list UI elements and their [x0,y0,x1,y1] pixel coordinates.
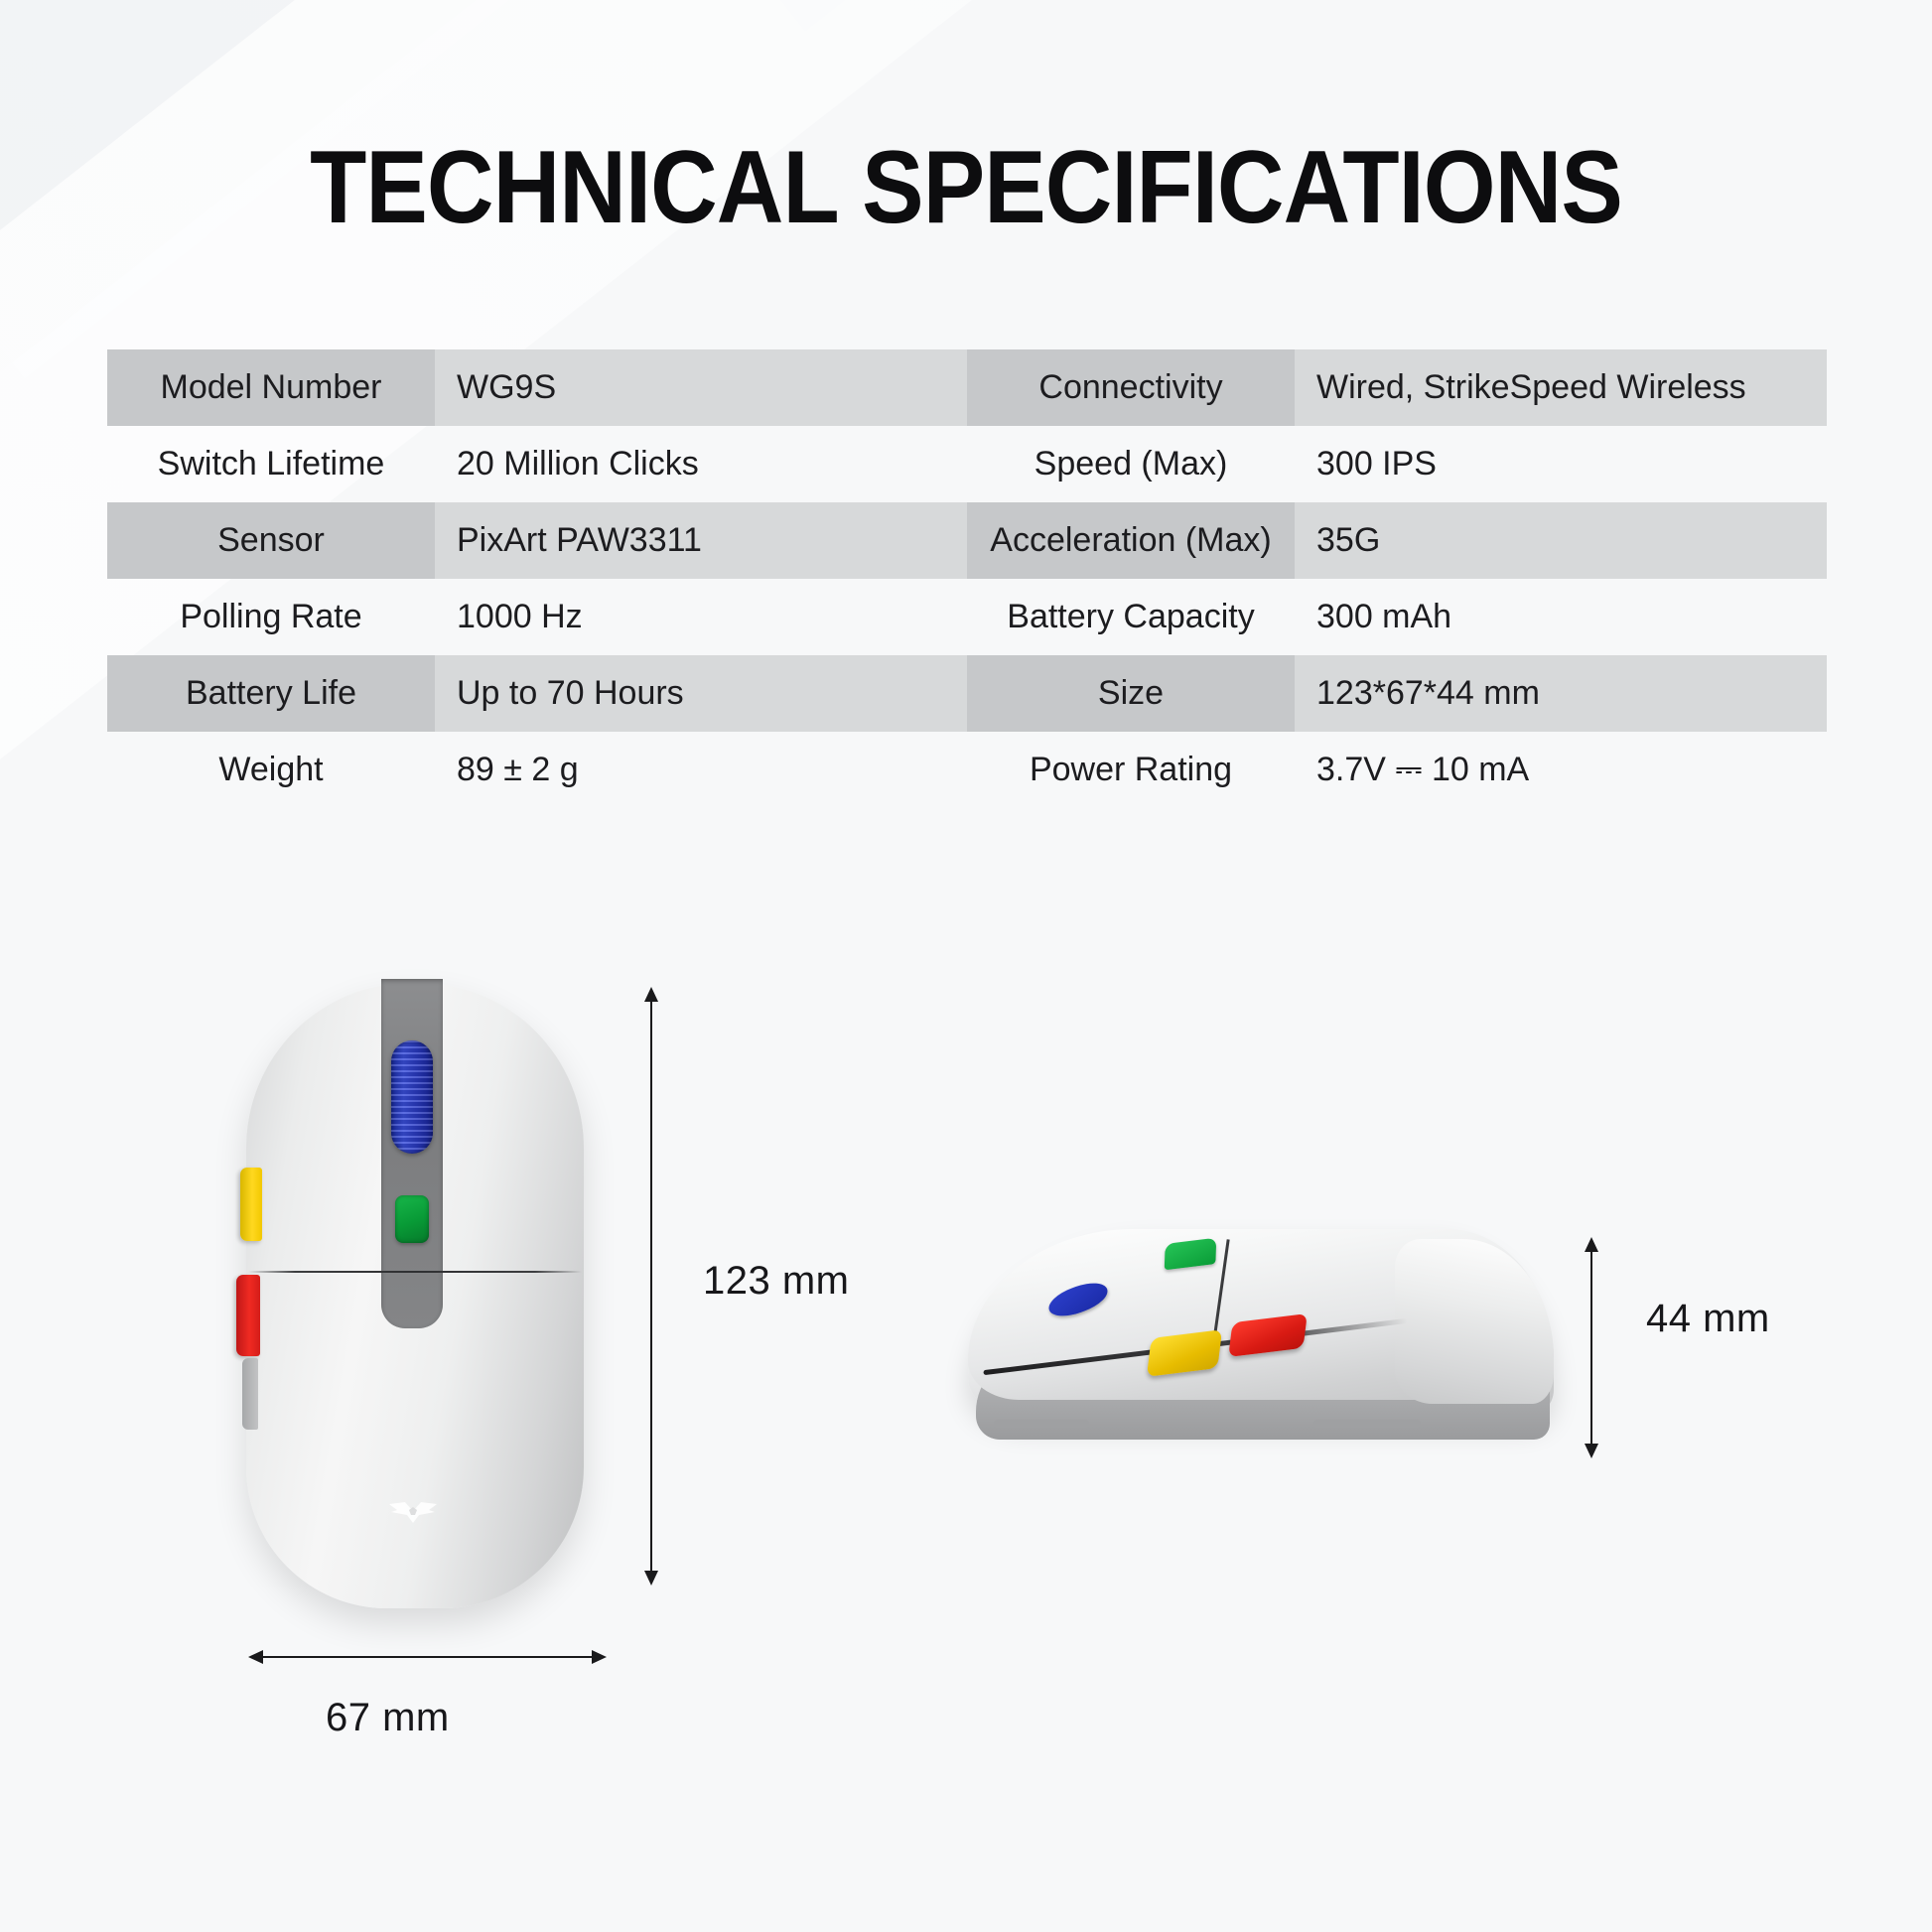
spec-label: Switch Lifetime [157,445,385,483]
dim-arrow-left [248,1650,263,1664]
spec-label: Weight [218,751,324,788]
dim-arrow-up [644,987,658,1002]
dim-line-width-top-view [262,1656,592,1658]
specifications-table: Model Number WG9S Connectivity Wired, St… [107,349,1827,808]
dimension-label-width: 67 mm [326,1696,450,1739]
spec-label: Speed (Max) [1034,445,1228,483]
spec-label: Connectivity [967,349,1295,426]
spec-label: Battery Life [107,655,435,732]
table-row: Model Number WG9S Connectivity Wired, St… [107,349,1827,426]
dpi-button [395,1195,429,1243]
table-row: Switch Lifetime 20 Million Clicks Speed … [107,426,1827,502]
spec-value: WG9S [435,349,967,426]
spec-label: Polling Rate [180,598,362,635]
spec-value: Up to 70 Hours [435,655,967,732]
mouse-foot-right [1313,1420,1421,1428]
dim-arrow-right [592,1650,607,1664]
spec-value: Wired, StrikeSpeed Wireless [1295,349,1827,426]
spec-value: 89 ± 2 g [457,751,579,788]
product-illustration-area: 123 mm 67 mm 44 mm [0,953,1932,1932]
spec-value: 1000 Hz [457,598,583,635]
scroll-channel [381,979,443,1328]
spec-label: Model Number [107,349,435,426]
brand-logo-icon [385,1495,441,1529]
spec-label: Acceleration (Max) [967,502,1295,579]
dim-arrow-down [1585,1444,1598,1458]
mouse-palm-rest [1395,1239,1554,1404]
spec-value: 35G [1295,502,1827,579]
spec-value: 123*67*44 mm [1295,655,1827,732]
table-row: Weight 89 ± 2 g Power Rating 3.7V ⎓ 10 m… [107,732,1827,808]
page-title: TECHNICAL SPECIFICATIONS [310,130,1623,245]
dim-line-height-top-view [650,1001,652,1571]
spec-value: 3.7V ⎓ 10 mA [1316,751,1530,788]
spec-label: Size [967,655,1295,732]
dim-line-height-side-view [1590,1251,1592,1444]
mouse-foot-left [994,1420,1089,1428]
table-row: Battery Life Up to 70 Hours Size 123*67*… [107,655,1827,732]
side-button-forward [240,1168,262,1241]
spec-value: 300 mAh [1316,598,1452,635]
dim-arrow-up [1585,1237,1598,1252]
spec-label: Power Rating [1029,751,1233,788]
dimension-label-height: 123 mm [703,1259,850,1303]
dim-arrow-down [644,1571,658,1586]
spec-value: 300 IPS [1316,445,1437,483]
spec-label: Battery Capacity [1007,598,1255,635]
side-button-back [236,1275,260,1356]
spec-value: PixArt PAW3311 [435,502,967,579]
mouse-top-view [236,979,584,1608]
spec-value: 20 Million Clicks [457,445,699,483]
bg-band-2 [377,0,1932,32]
side-grip-panel [242,1358,258,1430]
shell-seam [248,1271,582,1273]
spec-label: Sensor [107,502,435,579]
scroll-wheel [391,1040,433,1154]
mouse-side-view [968,1223,1554,1471]
table-row: Polling Rate 1000 Hz Battery Capacity 30… [107,579,1827,655]
table-row: Sensor PixArt PAW3311 Acceleration (Max)… [107,502,1827,579]
dimension-label-side-height: 44 mm [1646,1297,1770,1340]
